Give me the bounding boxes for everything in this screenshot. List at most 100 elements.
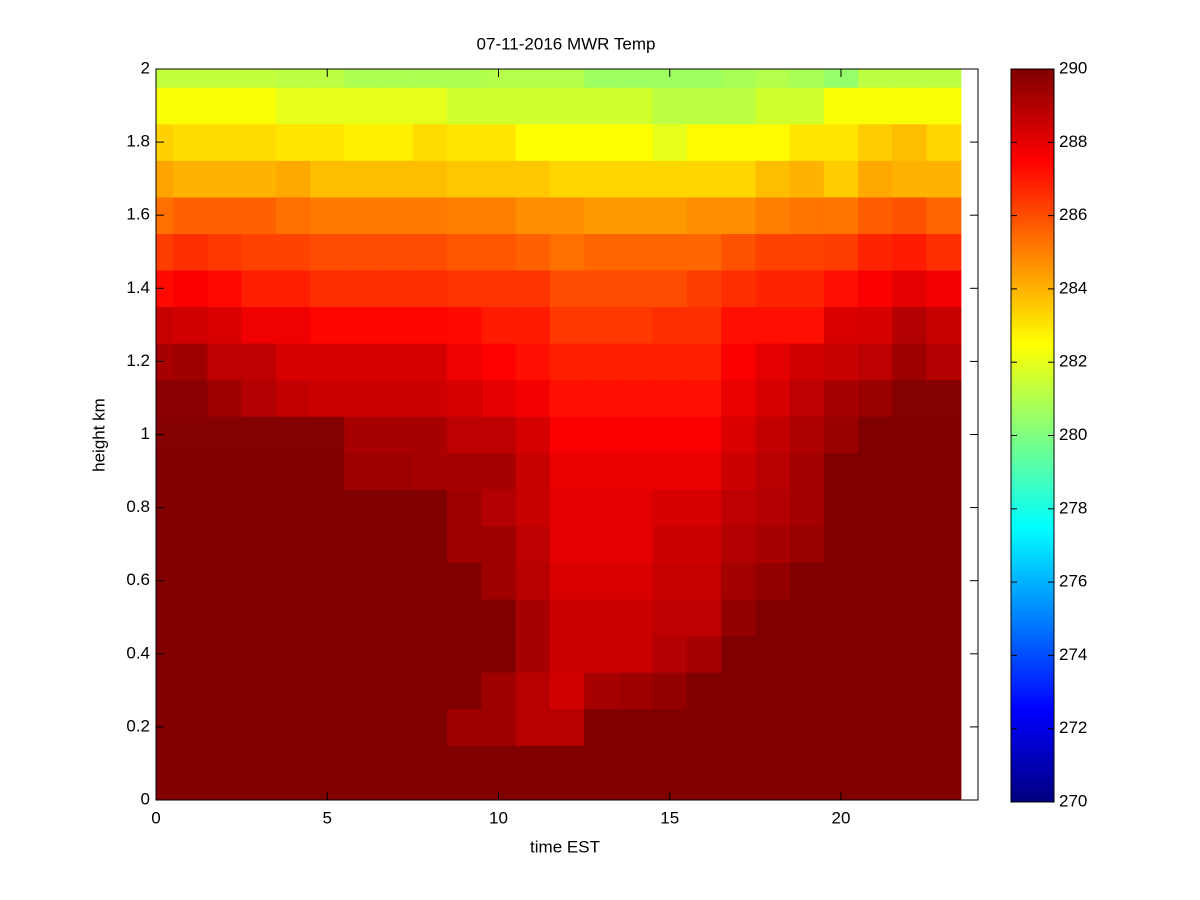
heatmap-cell <box>378 306 414 344</box>
heatmap-cell <box>481 233 517 271</box>
heatmap-cell <box>173 379 208 417</box>
heatmap-cell <box>858 343 893 381</box>
heatmap-cell <box>515 196 551 234</box>
heatmap-cell <box>241 196 277 234</box>
heatmap-cell <box>823 270 859 308</box>
heatmap-cell <box>515 525 551 563</box>
heatmap-cell <box>652 343 688 381</box>
heatmap-cell <box>156 708 174 746</box>
chart-title: 07-11-2016 MWR Temp <box>477 34 656 53</box>
heatmap-cell <box>447 196 482 234</box>
colorbar-tick-label: 290 <box>1059 58 1087 77</box>
heatmap-cell <box>447 379 482 417</box>
x-tick-label: 20 <box>832 808 851 827</box>
heatmap-cell <box>584 708 619 746</box>
heatmap-cell <box>344 672 380 710</box>
heatmap-cell <box>173 635 208 673</box>
heatmap-cell <box>447 160 482 198</box>
heatmap-cell <box>481 525 517 563</box>
heatmap-cell <box>618 69 654 88</box>
heatmap-cell <box>173 525 208 563</box>
heatmap-cell <box>515 69 551 88</box>
colorbar-tick-label: 280 <box>1059 425 1087 444</box>
heatmap-cell <box>447 781 482 801</box>
heatmap-cell <box>721 598 756 637</box>
heatmap-cell <box>584 306 619 344</box>
heatmap-cell <box>241 270 277 308</box>
heatmap-cell <box>926 489 962 527</box>
heatmap-cell <box>823 598 859 637</box>
heatmap-cell <box>447 708 482 746</box>
heatmap-cell <box>310 69 345 88</box>
heatmap-cell <box>858 672 893 710</box>
heatmap-cell <box>447 416 482 454</box>
heatmap-cell <box>755 416 791 454</box>
heatmap-cell <box>721 123 756 161</box>
colorbar-tick-label: 284 <box>1059 278 1087 297</box>
heatmap-cell <box>755 69 791 88</box>
heatmap-cell <box>584 525 619 563</box>
heatmap-cell <box>858 452 893 490</box>
heatmap-cell <box>549 781 585 801</box>
heatmap-cell <box>721 745 756 783</box>
heatmap-cell <box>447 233 482 271</box>
heatmap-cell <box>858 598 893 637</box>
heatmap-cell <box>344 306 380 344</box>
heatmap-cell <box>549 635 585 673</box>
heatmap-cell <box>823 562 859 600</box>
heatmap-cell <box>344 270 380 308</box>
heatmap-cell <box>926 87 962 125</box>
heatmap-cell <box>926 525 962 563</box>
y-tick-label: 1.8 <box>126 132 150 151</box>
heatmap-cell <box>652 562 688 600</box>
heatmap-cell <box>515 343 551 381</box>
heatmap-cell <box>344 489 380 527</box>
heatmap-cell <box>241 123 277 161</box>
heatmap-cell <box>241 233 277 271</box>
heatmap-cell <box>789 672 825 710</box>
heatmap-cell <box>686 196 722 234</box>
heatmap-cell <box>926 708 962 746</box>
heatmap-cell <box>755 379 791 417</box>
heatmap-cell <box>412 233 448 271</box>
heatmap-cell <box>207 781 243 801</box>
heatmap-cell <box>858 416 893 454</box>
heatmap-cell <box>344 562 380 600</box>
heatmap-cell <box>618 343 654 381</box>
heatmap-cell <box>412 525 448 563</box>
heatmap-cell <box>378 635 414 673</box>
heatmap-cell <box>481 562 517 600</box>
heatmap-cell <box>755 270 791 308</box>
heatmap-cell <box>412 452 448 490</box>
heatmap-cell <box>823 379 859 417</box>
heatmap-cell <box>344 525 380 563</box>
heatmap-cell <box>789 635 825 673</box>
heatmap-cell <box>275 196 311 234</box>
heatmap-cell <box>515 379 551 417</box>
heatmap-cell <box>310 270 345 308</box>
heatmap-cell <box>686 635 722 673</box>
heatmap-cell <box>173 781 208 801</box>
heatmap-cell <box>755 452 791 490</box>
heatmap-cell <box>310 489 345 527</box>
heatmap-cell <box>549 160 585 198</box>
heatmap-cell <box>275 270 311 308</box>
heatmap-cell <box>344 69 380 88</box>
heatmap-cell <box>755 233 791 271</box>
heatmap-cell <box>926 379 962 417</box>
heatmap-cell <box>275 672 311 710</box>
heatmap-cell <box>789 87 825 125</box>
heatmap-cell <box>858 87 893 125</box>
heatmap-cell <box>789 379 825 417</box>
heatmap-cell <box>310 379 345 417</box>
heatmap-cell <box>823 196 859 234</box>
heatmap-cell <box>549 745 585 783</box>
heatmap-cell <box>823 781 859 801</box>
heatmap-cell <box>892 306 928 344</box>
heatmap-cell <box>241 562 277 600</box>
heatmap-cell <box>447 270 482 308</box>
heatmap-cell <box>858 123 893 161</box>
heatmap-cell <box>344 160 380 198</box>
heatmap-cell <box>515 489 551 527</box>
heatmap-cell <box>618 708 654 746</box>
